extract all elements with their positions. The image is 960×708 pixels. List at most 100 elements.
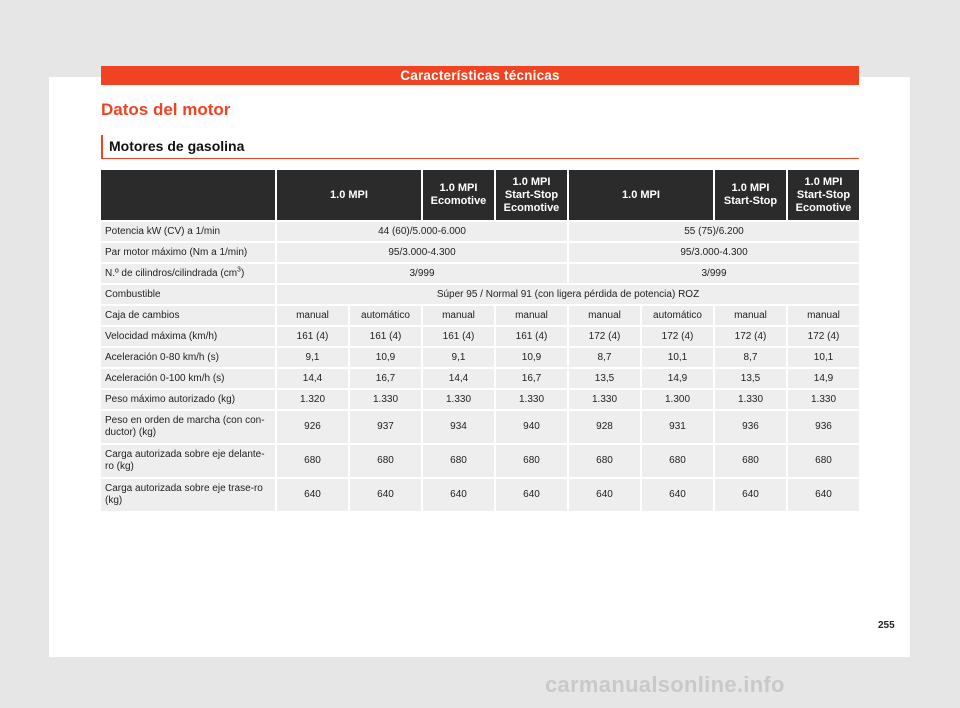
table-cell: 9,1: [277, 348, 348, 367]
table-cell: 161 (4): [277, 327, 348, 346]
table-cell: 14,9: [788, 369, 859, 388]
table-cell: 9,1: [423, 348, 494, 367]
table-cell: 1.320: [277, 390, 348, 409]
table-row: N.º de cilindros/cilindrada (cm3) 3/999 …: [101, 264, 859, 283]
table-cell: 1.330: [350, 390, 421, 409]
table-cell: 640: [788, 479, 859, 511]
table-cell: 16,7: [350, 369, 421, 388]
column-header: 1.0 MPI: [569, 170, 713, 220]
table-row: Par motor máximo (Nm a 1/min) 95/3.000-4…: [101, 243, 859, 262]
table-cell: 44 (60)/5.000-6.000: [277, 222, 567, 241]
table-cell: 14,4: [423, 369, 494, 388]
chapter-title: Características técnicas: [400, 68, 560, 83]
table-cell: 3/999: [569, 264, 859, 283]
row-label: Carga autorizada sobre eje delante-ro (k…: [101, 445, 275, 477]
row-label: Peso en orden de marcha (con con-ductor)…: [101, 411, 275, 443]
row-label: Carga autorizada sobre eje trase-ro (kg): [101, 479, 275, 511]
table-row: Combustible Súper 95 / Normal 91 (con li…: [101, 285, 859, 304]
table-row: Carga autorizada sobre eje trase-ro (kg)…: [101, 479, 859, 511]
column-header: 1.0 MPI Start-Stop: [715, 170, 786, 220]
table-cell: 14,9: [642, 369, 713, 388]
table-cell: 16,7: [496, 369, 567, 388]
row-label-text: N.º de cilindros/cilindrada (cm: [105, 267, 238, 279]
table-cell: 8,7: [715, 348, 786, 367]
table-cell: 95/3.000-4.300: [569, 243, 859, 262]
table-cell: 1.330: [788, 390, 859, 409]
row-label: Caja de cambios: [101, 306, 275, 325]
table-row: Peso en orden de marcha (con con-ductor)…: [101, 411, 859, 443]
row-label: Velocidad máxima (km/h): [101, 327, 275, 346]
column-header: 1.0 MPI Start-Stop Ecomotive: [788, 170, 859, 220]
table-cell: 940: [496, 411, 567, 443]
table-cell: manual: [423, 306, 494, 325]
table-cell: 680: [350, 445, 421, 477]
table-cell: 1.330: [496, 390, 567, 409]
table-cell: 172 (4): [788, 327, 859, 346]
table-cell: 931: [642, 411, 713, 443]
table-row: Carga autorizada sobre eje delante-ro (k…: [101, 445, 859, 477]
table-row: Caja de cambios manual automático manual…: [101, 306, 859, 325]
table-cell: 926: [277, 411, 348, 443]
table-cell: 8,7: [569, 348, 640, 367]
column-header: 1.0 MPI: [277, 170, 421, 220]
table-cell: 3/999: [277, 264, 567, 283]
table-cell: 1.300: [642, 390, 713, 409]
table-cell: 680: [715, 445, 786, 477]
table-cell: 13,5: [569, 369, 640, 388]
table-cell: 640: [350, 479, 421, 511]
table-cell: manual: [496, 306, 567, 325]
table-cell: 640: [277, 479, 348, 511]
row-label: Aceleración 0-100 km/h (s): [101, 369, 275, 388]
row-label: Potencia kW (CV) a 1/min: [101, 222, 275, 241]
table-cell: 928: [569, 411, 640, 443]
table-cell: 10,1: [788, 348, 859, 367]
table-cell: 640: [496, 479, 567, 511]
row-label-end: ): [240, 267, 245, 279]
table-cell: 934: [423, 411, 494, 443]
engine-specs-table: 1.0 MPI 1.0 MPI Ecomotive 1.0 MPI Start-…: [99, 168, 861, 513]
table-cell: 680: [496, 445, 567, 477]
table-row: Peso máximo autorizado (kg) 1.320 1.330 …: [101, 390, 859, 409]
table-row: Velocidad máxima (km/h) 161 (4) 161 (4) …: [101, 327, 859, 346]
subsection-heading: Motores de gasolina: [101, 135, 859, 159]
table-cell: 640: [569, 479, 640, 511]
table-cell: 13,5: [715, 369, 786, 388]
table-cell: Súper 95 / Normal 91 (con ligera pérdida…: [277, 285, 859, 304]
table-cell: 172 (4): [642, 327, 713, 346]
row-label: Combustible: [101, 285, 275, 304]
table-cell: 172 (4): [715, 327, 786, 346]
table-cell: 936: [715, 411, 786, 443]
table-cell: 95/3.000-4.300: [277, 243, 567, 262]
table-cell: 640: [423, 479, 494, 511]
table-cell: 936: [788, 411, 859, 443]
table-cell: 161 (4): [496, 327, 567, 346]
table-cell: 161 (4): [423, 327, 494, 346]
watermark: carmanualsonline.info: [545, 672, 785, 697]
table-cell: automático: [350, 306, 421, 325]
table-cell: 55 (75)/6.200: [569, 222, 859, 241]
row-label: Aceleración 0-80 km/h (s): [101, 348, 275, 367]
table-cell: 10,1: [642, 348, 713, 367]
table-cell: manual: [715, 306, 786, 325]
table-cell: manual: [569, 306, 640, 325]
table-cell: 680: [788, 445, 859, 477]
table-cell: 1.330: [569, 390, 640, 409]
chapter-header: Características técnicas: [101, 66, 859, 85]
table-row: Potencia kW (CV) a 1/min 44 (60)/5.000-6…: [101, 222, 859, 241]
table-cell: 640: [642, 479, 713, 511]
table-cell: 640: [715, 479, 786, 511]
table-header-row: 1.0 MPI 1.0 MPI Ecomotive 1.0 MPI Start-…: [101, 170, 859, 220]
table-cell: automático: [642, 306, 713, 325]
table-cell: 680: [277, 445, 348, 477]
table-cell: 14,4: [277, 369, 348, 388]
column-header: 1.0 MPI Ecomotive: [423, 170, 494, 220]
table-cell: 10,9: [496, 348, 567, 367]
table-cell: 937: [350, 411, 421, 443]
table-cell: 680: [423, 445, 494, 477]
table-cell: 10,9: [350, 348, 421, 367]
column-header: 1.0 MPI Start-Stop Ecomotive: [496, 170, 567, 220]
row-label: Par motor máximo (Nm a 1/min): [101, 243, 275, 262]
table-cell: 680: [642, 445, 713, 477]
table-cell: 161 (4): [350, 327, 421, 346]
table-cell: manual: [277, 306, 348, 325]
